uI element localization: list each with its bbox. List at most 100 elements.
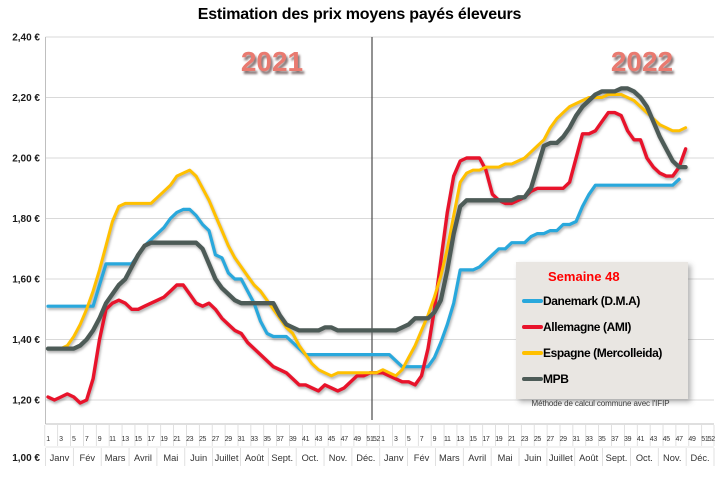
svg-text:Déc.: Déc. — [356, 453, 375, 463]
svg-text:Fév: Fév — [80, 453, 96, 463]
svg-text:Déc.: Déc. — [691, 453, 710, 463]
svg-text:41: 41 — [302, 436, 310, 443]
svg-text:Sept.: Sept. — [606, 453, 628, 463]
legend: Semaine 48 Danemark (D.M.A) Allemagne (A… — [516, 262, 688, 399]
x-axis-month-labels: Janv Fév Mars Avril Mai Juin Juillet Août Sept. O… — [45, 448, 715, 466]
chart-title: Estimation des prix moyens payés éleveur… — [197, 6, 522, 23]
svg-text:1,40 €: 1,40 € — [12, 335, 40, 346]
svg-text:Juin: Juin — [524, 453, 541, 463]
svg-text:39: 39 — [289, 436, 297, 443]
svg-text:Avril: Avril — [134, 453, 152, 463]
svg-text:17: 17 — [482, 436, 490, 443]
svg-text:47: 47 — [341, 436, 349, 443]
svg-text:33: 33 — [250, 436, 258, 443]
svg-text:25: 25 — [199, 436, 207, 443]
svg-text:Mars: Mars — [439, 453, 460, 463]
svg-text:Août: Août — [245, 453, 265, 463]
svg-text:51: 51 — [701, 436, 709, 443]
svg-text:2,00 €: 2,00 € — [12, 154, 40, 165]
svg-text:43: 43 — [315, 436, 323, 443]
svg-text:41: 41 — [637, 436, 645, 443]
year-label-2021: 2021 — [240, 46, 304, 77]
svg-text:27: 27 — [547, 436, 555, 443]
series-line-3 — [46, 93, 688, 378]
svg-text:Janv: Janv — [384, 453, 404, 463]
svg-text:15: 15 — [469, 436, 477, 443]
svg-text:37: 37 — [276, 436, 284, 443]
series-line-1 — [46, 177, 681, 369]
svg-text:Juillet: Juillet — [549, 453, 573, 463]
svg-text:35: 35 — [263, 436, 271, 443]
svg-text:7: 7 — [85, 436, 89, 443]
svg-text:45: 45 — [328, 436, 336, 443]
svg-text:21: 21 — [508, 436, 516, 443]
svg-text:35: 35 — [598, 436, 606, 443]
svg-text:31: 31 — [572, 436, 580, 443]
svg-text:1: 1 — [381, 436, 385, 443]
svg-text:11: 11 — [444, 436, 451, 443]
axis-frame — [45, 37, 714, 448]
svg-text:Août: Août — [579, 453, 599, 463]
svg-text:1,20 €: 1,20 € — [12, 396, 40, 407]
svg-text:Oct.: Oct. — [302, 453, 319, 463]
x-axis-week-labels: 1 3 5 7 9 11 13 15 17 19 21 23 25 27 29 31 33 35 37 39 41 43 4… — [46, 436, 715, 443]
svg-text:Mars: Mars — [105, 453, 126, 463]
gridlines — [45, 36, 714, 401]
svg-text:52: 52 — [373, 436, 381, 443]
legend-label-mpb: MPB — [543, 372, 569, 386]
legend-item-danemark: Danemark (D.M.A) — [522, 288, 682, 314]
svg-text:1,00 €: 1,00 € — [12, 453, 40, 464]
svg-text:19: 19 — [495, 436, 503, 443]
legend-item-espagne: Espagne (Mercolleida) — [522, 340, 682, 366]
svg-text:Avril: Avril — [468, 453, 486, 463]
svg-text:1,60 €: 1,60 € — [12, 275, 40, 286]
svg-text:49: 49 — [354, 436, 362, 443]
svg-text:17: 17 — [147, 436, 155, 443]
espagne-line-swatch — [522, 351, 543, 355]
svg-text:Janv: Janv — [50, 453, 70, 463]
series-line-4 — [45, 86, 688, 351]
svg-text:33: 33 — [585, 436, 593, 443]
svg-text:31: 31 — [238, 436, 246, 443]
svg-text:5: 5 — [72, 436, 76, 443]
mpb-line-swatch — [522, 377, 543, 381]
svg-text:13: 13 — [457, 436, 465, 443]
svg-text:Nov.: Nov. — [329, 453, 347, 463]
svg-text:5: 5 — [407, 436, 411, 443]
svg-text:Juillet: Juillet — [215, 453, 239, 463]
svg-text:Sept.: Sept. — [271, 453, 293, 463]
svg-text:Nov.: Nov. — [663, 453, 681, 463]
svg-text:19: 19 — [160, 436, 168, 443]
svg-text:23: 23 — [186, 436, 194, 443]
svg-text:9: 9 — [98, 436, 102, 443]
series-lines — [45, 86, 688, 405]
svg-text:3: 3 — [394, 436, 398, 443]
svg-text:Oct.: Oct. — [636, 453, 653, 463]
allemagne-line-swatch — [522, 325, 543, 329]
svg-text:25: 25 — [534, 436, 542, 443]
svg-text:49: 49 — [688, 436, 696, 443]
svg-text:2,20 €: 2,20 € — [12, 93, 40, 104]
svg-text:2,40 €: 2,40 € — [12, 33, 40, 44]
danemark-line-swatch — [522, 299, 543, 303]
legend-label-espagne: Espagne (Mercolleida) — [543, 346, 662, 360]
svg-text:9: 9 — [433, 436, 437, 443]
svg-text:13: 13 — [122, 436, 130, 443]
legend-label-allemagne: Allemagne (AMI) — [543, 320, 632, 334]
y-axis-labels: 2,40 € 2,20 € 2,00 € 1,80 € 1,60 € 1,40 € 1,20… — [12, 33, 40, 465]
svg-text:23: 23 — [521, 436, 529, 443]
svg-text:15: 15 — [135, 436, 143, 443]
svg-text:11: 11 — [109, 436, 116, 443]
svg-text:1: 1 — [46, 436, 50, 443]
svg-text:Mai: Mai — [498, 453, 513, 463]
svg-text:27: 27 — [212, 436, 220, 443]
legend-label-danemark: Danemark (D.M.A) — [543, 294, 640, 308]
svg-text:29: 29 — [225, 436, 233, 443]
x-axis-week-ticks — [44, 425, 715, 446]
svg-text:7: 7 — [420, 436, 424, 443]
svg-text:43: 43 — [650, 436, 658, 443]
method-note: Méthode de calcul commune avec l'IFIP — [531, 399, 670, 408]
svg-text:47: 47 — [676, 436, 684, 443]
